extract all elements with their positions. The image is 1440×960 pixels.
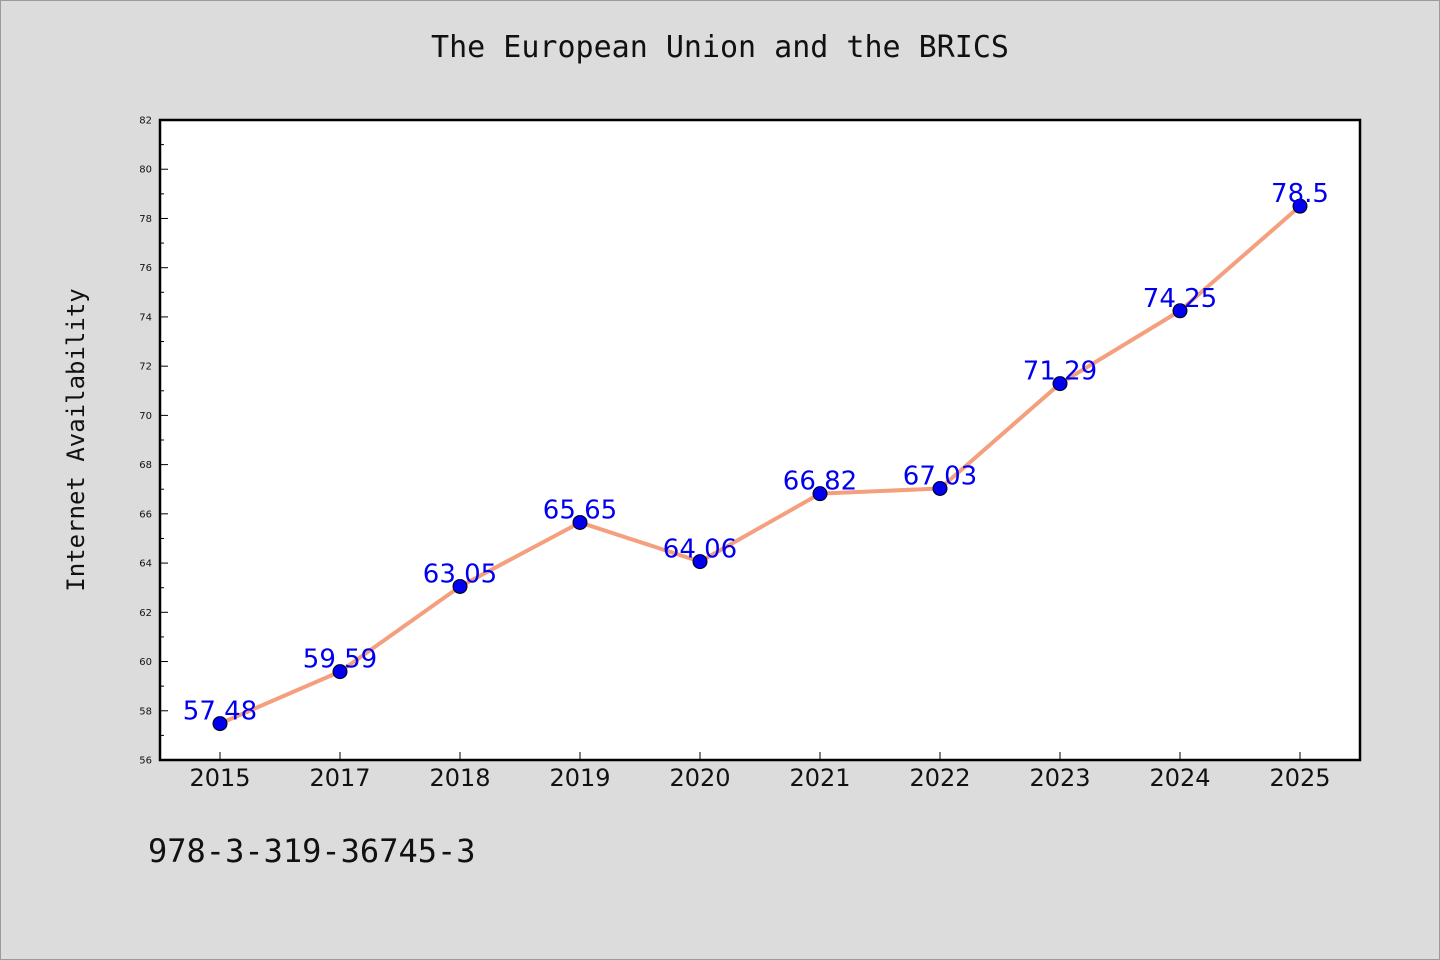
y-tick-label: 78	[139, 214, 152, 225]
x-tick-label: 2018	[429, 764, 490, 792]
data-label: 64.06	[663, 535, 737, 565]
data-label: 65.65	[543, 495, 617, 525]
data-point	[812, 486, 828, 502]
data-point	[932, 480, 948, 496]
x-tick-label: 2023	[1029, 764, 1090, 792]
y-tick-label: 64	[139, 559, 152, 570]
y-tick-label: 58	[139, 706, 152, 717]
x-tick-label: 2021	[789, 764, 850, 792]
data-label: 74.25	[1143, 284, 1217, 314]
x-tick-label: 2024	[1149, 764, 1210, 792]
data-point	[692, 554, 708, 570]
data-label: 67.03	[903, 461, 977, 491]
y-tick-label: 68	[139, 460, 152, 471]
y-tick-label: 82	[139, 116, 152, 127]
y-tick-label: 66	[139, 509, 152, 520]
y-tick-label: 72	[139, 362, 152, 373]
y-tick-label: 56	[139, 756, 152, 767]
data-point	[1052, 376, 1068, 392]
y-tick-label: 76	[139, 263, 152, 274]
data-point	[572, 514, 588, 530]
data-point	[1172, 303, 1188, 319]
data-label: 66.82	[783, 467, 857, 497]
x-tick-label: 2020	[669, 764, 730, 792]
data-label: 63.05	[423, 559, 497, 589]
data-point	[1292, 198, 1308, 214]
data-point	[212, 716, 228, 732]
data-label: 71.29	[1023, 357, 1097, 387]
y-axis-label: Internet Availability	[62, 288, 90, 591]
y-tick-label: 70	[139, 411, 152, 422]
chart-title: The European Union and the BRICS	[431, 30, 1009, 65]
series-line	[219, 204, 1302, 726]
data-point	[332, 664, 348, 680]
x-tick-label: 2025	[1269, 764, 1330, 792]
data-point	[452, 578, 468, 594]
isbn-footnote: 978-3-319-36745-3	[148, 832, 476, 870]
y-tick-label: 80	[139, 165, 152, 176]
data-label: 57.48	[183, 697, 257, 727]
x-tick-label: 2022	[909, 764, 970, 792]
data-label: 78.5	[1271, 179, 1329, 209]
y-tick-label: 60	[139, 657, 152, 668]
y-tick-label: 62	[139, 608, 152, 619]
x-tick-label: 2019	[549, 764, 610, 792]
y-tick-label: 74	[139, 312, 152, 323]
plot-area	[158, 118, 1362, 762]
x-tick-label: 2015	[189, 764, 250, 792]
x-tick-label: 2017	[309, 764, 370, 792]
data-label: 59.59	[303, 645, 377, 675]
